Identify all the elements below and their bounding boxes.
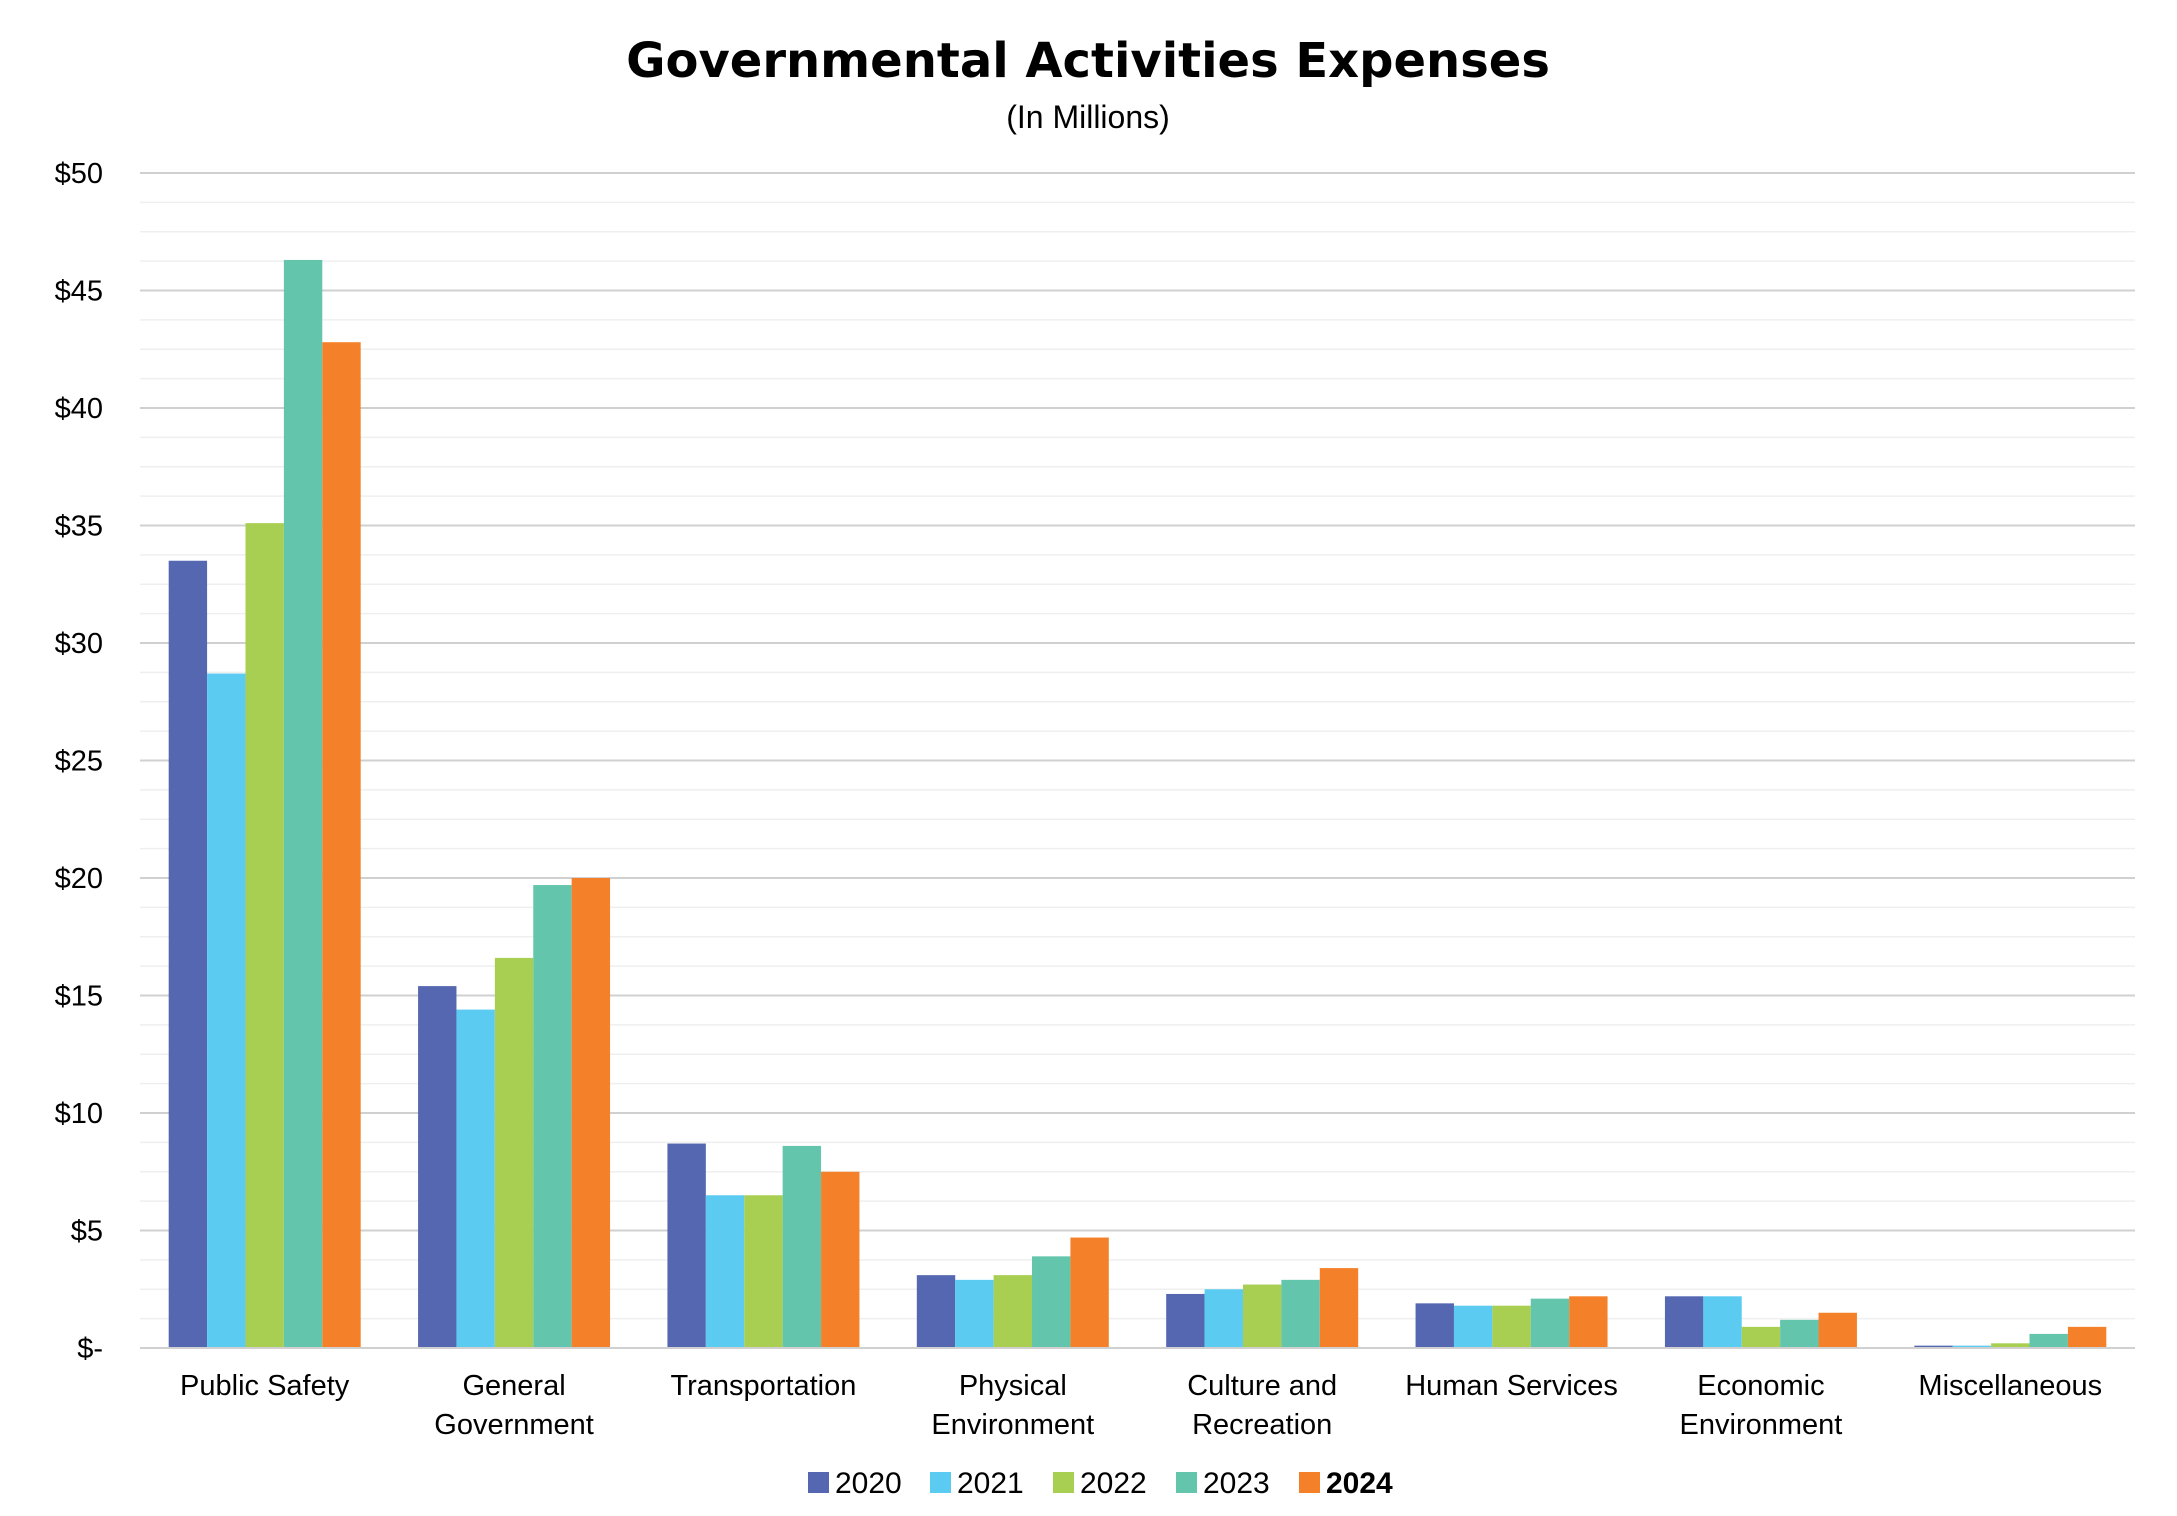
bar-2024-4 bbox=[1319, 1268, 1359, 1348]
x-tick-label: Economic Environment bbox=[1680, 1370, 1843, 1441]
bar-2023-1 bbox=[533, 885, 572, 1348]
legend-label: 2023 bbox=[1203, 1467, 1270, 1500]
bar-2020-4 bbox=[1166, 1293, 1205, 1348]
legend-swatch bbox=[1299, 1472, 1320, 1493]
y-tick-label: $50 bbox=[55, 158, 103, 190]
y-tick-label: $45 bbox=[55, 276, 103, 308]
bar-2022-1 bbox=[494, 957, 534, 1348]
bars bbox=[140, 259, 2135, 1349]
bar-2020-6 bbox=[1664, 1296, 1704, 1348]
x-tick-label: Miscellaneous bbox=[1918, 1370, 2102, 1402]
bar-2023-7 bbox=[2029, 1333, 2068, 1348]
bar-2020-2 bbox=[667, 1143, 706, 1348]
bar-2021-1 bbox=[456, 1009, 495, 1348]
y-tick-label: $5 bbox=[71, 1216, 103, 1248]
y-tick-label: $15 bbox=[55, 981, 103, 1013]
bar-2023-5 bbox=[1530, 1298, 1570, 1348]
bar-2021-7 bbox=[1952, 1345, 1992, 1348]
bar-2022-6 bbox=[1741, 1326, 1781, 1348]
legend-label: 2022 bbox=[1080, 1467, 1147, 1500]
bar-2021-2 bbox=[705, 1195, 745, 1348]
legend-swatch bbox=[930, 1472, 951, 1493]
bar-2022-7 bbox=[1991, 1343, 2030, 1348]
bar-2022-4 bbox=[1242, 1284, 1282, 1348]
bar-2021-4 bbox=[1204, 1289, 1243, 1348]
legend-item-2021: 2021 bbox=[930, 1467, 1024, 1500]
legend: 2020 2021 2022 2023 2024 bbox=[808, 1467, 1393, 1500]
bar-2024-5 bbox=[1569, 1296, 1608, 1348]
legend-label: 2020 bbox=[835, 1467, 902, 1500]
bar-2023-6 bbox=[1780, 1319, 1819, 1348]
bar-2023-2 bbox=[782, 1145, 822, 1348]
bar-2021-6 bbox=[1703, 1296, 1742, 1348]
bar-2022-2 bbox=[744, 1195, 783, 1348]
y-tick-label: $20 bbox=[55, 863, 103, 895]
bar-2023-3 bbox=[1032, 1256, 1071, 1348]
bar-2022-0 bbox=[245, 523, 284, 1348]
bar-2020-7 bbox=[1914, 1345, 1953, 1348]
x-tick-label: Culture and Recreation bbox=[1187, 1370, 1337, 1441]
x-tick-label: Physical Environment bbox=[931, 1370, 1094, 1441]
bar-2021-5 bbox=[1453, 1305, 1493, 1348]
y-tick-label: $30 bbox=[55, 628, 103, 660]
y-tick-label: $40 bbox=[55, 393, 103, 425]
bar-2020-0 bbox=[168, 560, 208, 1348]
bar-2024-2 bbox=[821, 1171, 860, 1348]
bar-2022-3 bbox=[993, 1275, 1033, 1348]
x-tick-label: Transportation bbox=[670, 1370, 856, 1402]
bar-2020-1 bbox=[418, 986, 457, 1348]
y-tick-label: $25 bbox=[55, 746, 103, 778]
legend-swatch bbox=[808, 1472, 829, 1493]
x-tick-label: Human Services bbox=[1405, 1370, 1618, 1402]
legend-swatch bbox=[1053, 1472, 1074, 1493]
legend-item-2022: 2022 bbox=[1053, 1467, 1147, 1500]
bar-2024-1 bbox=[571, 878, 611, 1348]
legend-item-2023: 2023 bbox=[1176, 1467, 1270, 1500]
y-tick-label: $35 bbox=[55, 511, 103, 543]
legend-label: 2021 bbox=[957, 1467, 1024, 1500]
legend-item-2024: 2024 bbox=[1299, 1467, 1393, 1500]
legend-label: 2024 bbox=[1326, 1467, 1393, 1500]
bar-2022-5 bbox=[1492, 1305, 1531, 1348]
bar-2024-6 bbox=[1818, 1312, 1857, 1348]
bar-2023-0 bbox=[283, 259, 323, 1349]
bar-2020-3 bbox=[916, 1275, 956, 1348]
bar-2023-4 bbox=[1281, 1279, 1320, 1348]
bar-2024-7 bbox=[2067, 1326, 2107, 1348]
y-axis-ticks: $- $5 $10 $15 $20 $25 $30 $35 $40 $45 $50 bbox=[55, 158, 103, 1365]
bar-2021-3 bbox=[955, 1279, 994, 1348]
legend-item-2020: 2020 bbox=[808, 1467, 902, 1500]
bar-2024-3 bbox=[1070, 1237, 1109, 1348]
chart-title: Governmental Activities Expenses bbox=[626, 33, 1550, 89]
x-tick-label: Public Safety bbox=[180, 1370, 350, 1402]
bar-2020-5 bbox=[1415, 1303, 1454, 1348]
x-axis-ticks: Public Safety General Government Transporta… bbox=[180, 1370, 2102, 1441]
y-tick-label: $10 bbox=[55, 1098, 103, 1130]
bar-2021-0 bbox=[207, 673, 246, 1348]
x-tick-label: General Government bbox=[434, 1370, 594, 1441]
y-tick-label: $- bbox=[77, 1333, 103, 1365]
bar-2024-0 bbox=[322, 342, 361, 1348]
chart-subtitle: (In Millions) bbox=[1006, 99, 1170, 135]
legend-swatch bbox=[1176, 1472, 1197, 1493]
